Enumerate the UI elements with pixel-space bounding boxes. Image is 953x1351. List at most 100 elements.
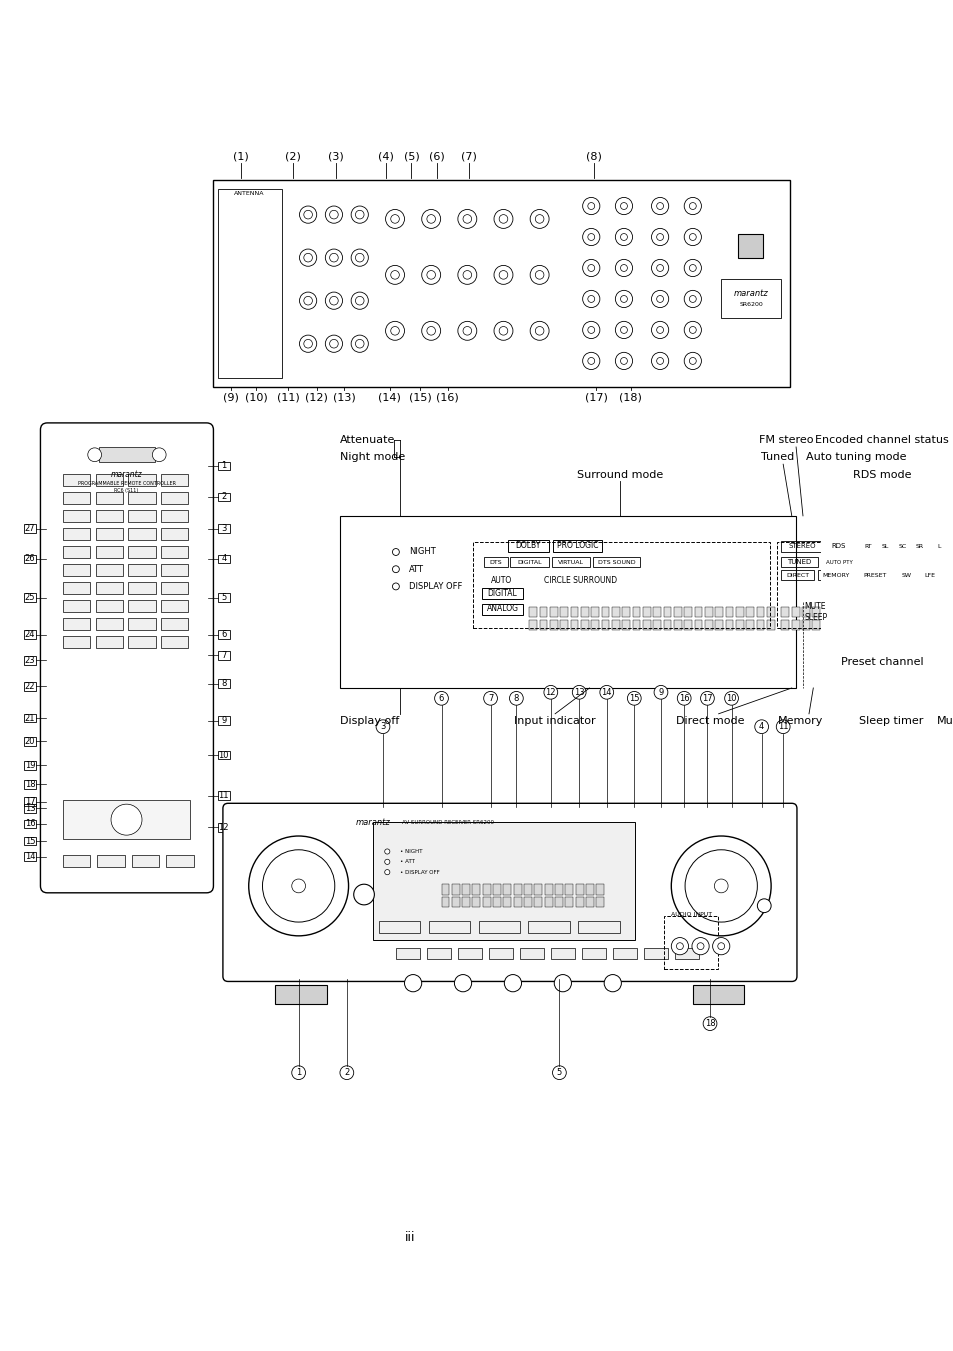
Circle shape — [651, 197, 668, 215]
Text: ANTENNA: ANTENNA — [234, 190, 265, 196]
Bar — [801, 620, 809, 631]
Circle shape — [535, 270, 543, 280]
Circle shape — [619, 265, 627, 272]
Text: 6: 6 — [221, 630, 226, 639]
Bar — [596, 897, 603, 908]
Text: (8): (8) — [585, 151, 601, 161]
Bar — [161, 492, 189, 504]
Bar — [874, 607, 882, 617]
Text: 12: 12 — [545, 688, 556, 697]
Text: 16: 16 — [25, 820, 35, 828]
Bar — [694, 607, 701, 617]
Bar — [918, 570, 939, 581]
Text: SC: SC — [898, 544, 906, 550]
Circle shape — [351, 205, 368, 223]
Circle shape — [603, 974, 620, 992]
Text: 24: 24 — [25, 630, 35, 639]
Text: 14: 14 — [601, 688, 612, 697]
Text: PRO LOGIC: PRO LOGIC — [557, 542, 598, 550]
Text: 14: 14 — [25, 852, 35, 861]
Circle shape — [384, 848, 390, 854]
Circle shape — [494, 209, 513, 228]
Text: (16): (16) — [436, 392, 458, 403]
Bar — [217, 792, 230, 800]
Text: 26: 26 — [25, 554, 35, 563]
Bar — [128, 582, 155, 594]
Bar — [132, 855, 159, 867]
Bar — [95, 636, 123, 648]
Bar — [161, 565, 189, 576]
Bar — [555, 884, 562, 894]
Bar — [725, 607, 733, 617]
Bar — [832, 607, 840, 617]
Text: 20: 20 — [25, 736, 35, 746]
Bar — [24, 804, 36, 813]
Circle shape — [462, 327, 471, 335]
Bar — [791, 620, 799, 631]
Text: RDS mode: RDS mode — [852, 470, 910, 480]
Bar — [601, 607, 609, 617]
Text: 19: 19 — [25, 761, 35, 770]
Bar — [514, 884, 521, 894]
Bar — [642, 620, 650, 631]
Circle shape — [391, 270, 399, 280]
Text: CIRCLE SURROUND: CIRCLE SURROUND — [544, 576, 617, 585]
Bar — [441, 897, 449, 908]
Bar — [673, 620, 680, 631]
Text: 5: 5 — [221, 593, 226, 603]
Text: 27: 27 — [25, 524, 35, 534]
Bar — [217, 189, 282, 378]
Text: Display off: Display off — [339, 716, 398, 725]
Circle shape — [651, 322, 668, 339]
Text: • ATT: • ATT — [399, 859, 415, 865]
Text: SL: SL — [881, 544, 888, 550]
Bar — [842, 620, 850, 631]
Circle shape — [599, 685, 613, 700]
Circle shape — [111, 804, 142, 835]
Bar — [565, 884, 573, 894]
Bar — [63, 636, 91, 648]
Circle shape — [689, 234, 696, 240]
Text: (18): (18) — [618, 392, 641, 403]
Circle shape — [651, 228, 668, 246]
Circle shape — [330, 254, 338, 262]
Bar — [549, 620, 558, 631]
Circle shape — [619, 327, 627, 334]
Circle shape — [656, 203, 663, 209]
Circle shape — [717, 943, 724, 950]
Bar — [781, 540, 821, 553]
Circle shape — [457, 209, 476, 228]
Bar — [591, 620, 598, 631]
Bar — [653, 620, 660, 631]
Bar — [217, 651, 230, 659]
Bar — [63, 474, 91, 486]
Text: RDS: RDS — [830, 543, 844, 549]
Text: (11): (11) — [276, 392, 299, 403]
Bar — [857, 570, 892, 581]
Bar — [161, 509, 189, 521]
Circle shape — [582, 197, 599, 215]
Text: STEREO: STEREO — [787, 543, 815, 549]
Text: (3): (3) — [328, 151, 343, 161]
Circle shape — [354, 884, 374, 905]
Circle shape — [494, 265, 513, 284]
Text: 2: 2 — [221, 492, 226, 501]
Circle shape — [587, 327, 594, 334]
Text: 15: 15 — [628, 694, 639, 703]
Circle shape — [355, 211, 364, 219]
Text: C: C — [951, 544, 953, 550]
Bar — [704, 607, 712, 617]
Circle shape — [615, 259, 632, 277]
Circle shape — [303, 296, 312, 305]
Bar — [63, 546, 91, 558]
Circle shape — [299, 205, 316, 223]
Bar — [894, 607, 902, 617]
Circle shape — [385, 209, 404, 228]
Circle shape — [299, 335, 316, 353]
Bar — [544, 884, 552, 894]
Bar — [161, 636, 189, 648]
Bar — [452, 884, 459, 894]
Bar — [738, 234, 761, 258]
Bar — [63, 565, 91, 576]
Circle shape — [530, 209, 549, 228]
